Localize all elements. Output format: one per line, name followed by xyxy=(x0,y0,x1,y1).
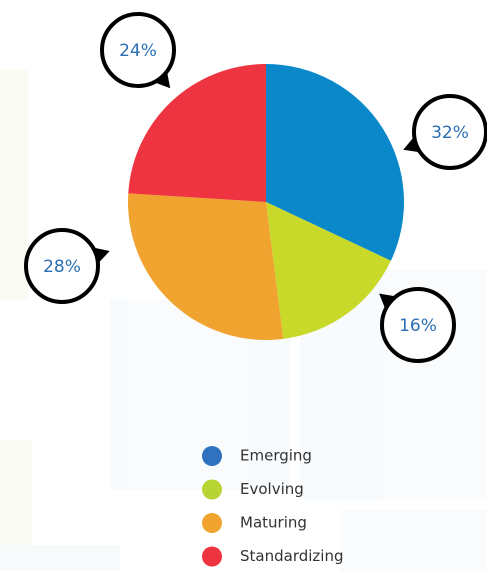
legend: Emerging Evolving Maturing Standardizing xyxy=(202,446,343,567)
value-label: 28% xyxy=(43,257,81,277)
pie-slice xyxy=(128,193,284,341)
legend-swatch xyxy=(202,513,222,533)
value-label: 32% xyxy=(431,123,469,143)
legend-swatch xyxy=(202,479,222,500)
callout-bubble xyxy=(380,287,456,363)
pie-slice xyxy=(128,64,266,202)
callout-bubble xyxy=(100,12,176,88)
callout-bubble xyxy=(412,94,487,170)
value-label: 24% xyxy=(119,41,157,61)
legend-label: Standardizing xyxy=(240,547,343,565)
callout-bubble xyxy=(24,228,100,304)
pie-slice xyxy=(266,202,391,339)
legend-label: Evolving xyxy=(240,480,304,498)
legend-swatch xyxy=(202,446,222,466)
pie xyxy=(128,64,404,341)
pie-slice xyxy=(266,64,404,261)
legend-label: Maturing xyxy=(240,514,307,532)
legend-swatch xyxy=(202,546,222,567)
value-label: 16% xyxy=(399,316,437,336)
legend-label: Emerging xyxy=(240,447,312,465)
callouts: 32% 16% 28% 24% xyxy=(24,12,487,363)
